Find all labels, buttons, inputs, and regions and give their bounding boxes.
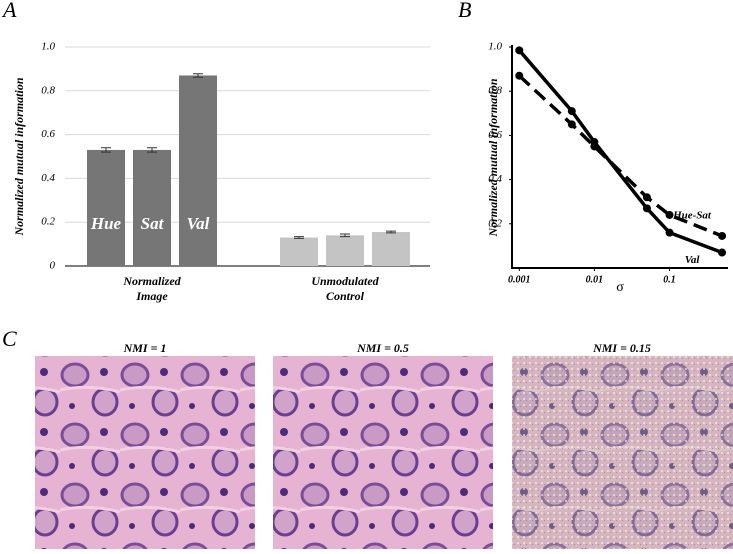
y-tick-label: 0.6 <box>41 128 55 140</box>
error-bar <box>147 147 157 153</box>
image-title: NMI = 0.15 <box>592 341 651 355</box>
y-tick-label: 1.0 <box>41 41 55 53</box>
point <box>665 228 674 237</box>
y-tick-label: 0.4 <box>488 173 502 185</box>
point <box>515 46 524 55</box>
y-tick-label: 0.4 <box>41 172 55 184</box>
x-tick-label: Control <box>326 289 365 303</box>
y-tick-label: 0.2 <box>41 216 55 228</box>
histology-image <box>273 356 493 549</box>
bar-label: Val <box>187 214 210 233</box>
point <box>665 210 674 219</box>
y-tick-label: 0.2 <box>488 217 502 229</box>
error-bar <box>340 233 350 238</box>
noise-overlay <box>512 356 733 549</box>
bar-label: Sat <box>141 214 165 233</box>
point <box>718 231 727 240</box>
x-tick-label: 0.01 <box>586 274 604 285</box>
y-tick-label: 0.8 <box>488 85 502 97</box>
point <box>567 120 576 129</box>
y-tick-label: 0.8 <box>41 84 55 96</box>
error-bar <box>294 236 304 239</box>
panel-label: B <box>458 0 471 22</box>
y-tick-label: 0 <box>50 260 56 272</box>
point <box>642 193 651 202</box>
x-axis-title: σ <box>616 280 624 295</box>
image-title: NMI = 0.5 <box>356 341 409 355</box>
x-tick-label: Image <box>135 289 168 303</box>
image-title: NMI = 1 <box>123 341 167 355</box>
series-label: Val <box>685 254 701 266</box>
point <box>590 142 599 151</box>
bar <box>372 232 410 266</box>
error-bar <box>101 147 111 153</box>
bar <box>280 237 318 266</box>
point <box>567 107 576 116</box>
x-tick-label: Normalized <box>122 274 181 288</box>
y-tick-label: 1.0 <box>488 41 502 53</box>
y-axis-title: Normalized mutual information <box>12 77 26 236</box>
histology-image <box>35 356 255 549</box>
panel-label: C <box>2 326 17 351</box>
point <box>642 204 651 213</box>
line <box>518 74 723 238</box>
bar-label: Hue <box>90 214 122 233</box>
bar <box>133 149 171 266</box>
x-tick-label: 0.1 <box>663 274 676 285</box>
x-tick-label: Unmodulated <box>311 274 379 288</box>
line <box>517 49 723 255</box>
y-axis-title: Normalized mutual information <box>486 78 500 237</box>
error-bar <box>193 73 203 78</box>
panel-label: A <box>1 0 17 22</box>
point <box>515 71 524 80</box>
image-panel: C NMI = 1 NMI = 0.5 NMI = 0.15 <box>2 326 733 549</box>
bar <box>87 149 125 266</box>
axes <box>511 45 728 269</box>
series-label: Hue-Sat <box>672 209 712 221</box>
error-bar <box>386 230 396 234</box>
y-tick-label: 0.6 <box>488 129 502 141</box>
point <box>718 248 727 257</box>
bar <box>179 75 217 266</box>
bar <box>326 235 364 266</box>
x-tick-label: 0.001 <box>508 274 531 285</box>
